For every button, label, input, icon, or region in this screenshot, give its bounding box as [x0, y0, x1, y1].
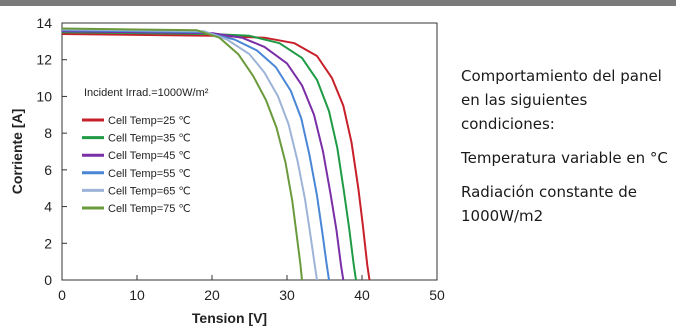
x-axis-ticks: 0 10 20 30 40 50: [58, 275, 445, 303]
y-tick-label: 6: [44, 162, 52, 178]
x-tick-label: 40: [354, 287, 370, 303]
plot-area-frame: [61, 22, 438, 281]
series-lines: [61, 27, 371, 281]
y-axis-title: Corriente [A]: [9, 109, 25, 195]
y-axis-ticks: 0 2 4 6 8 10 12 14: [36, 15, 67, 288]
legend-label: Cell Temp=65 ℃: [108, 185, 191, 197]
legend-label: Cell Temp=25 ℃: [108, 115, 191, 127]
description-irradiance: Radiación constante de 1000W/m2: [461, 180, 671, 228]
y-tick-label: 12: [36, 52, 52, 68]
description-intro: Comportamiento del panel en las siguient…: [461, 67, 662, 133]
irradiance-emphasis: Radiación constante: [461, 183, 614, 201]
legend: Incident Irrad.=1000W/m² Cell Temp=25 ℃ Ce…: [82, 87, 209, 215]
y-tick-label: 10: [36, 88, 52, 104]
top-border-bar: [0, 0, 676, 6]
description-temperature: Temperatura variable en °C: [461, 146, 671, 170]
temperature-rest: en °C: [621, 149, 668, 167]
side-description: Comportamiento del panel en las siguient…: [461, 64, 671, 238]
x-tick-label: 20: [204, 287, 220, 303]
y-tick-label: 4: [44, 199, 52, 215]
y-tick-label: 0: [44, 272, 52, 288]
temperature-emphasis: Temperatura variable: [461, 149, 622, 167]
legend-title: Incident Irrad.=1000W/m²: [84, 87, 209, 99]
x-tick-label: 50: [429, 287, 445, 303]
legend-label: Cell Temp=75 ℃: [108, 203, 191, 215]
series-line-3: [61, 29, 330, 281]
x-tick-label: 0: [58, 287, 66, 303]
y-tick-label: 2: [44, 235, 52, 251]
y-tick-label: 14: [36, 15, 52, 31]
x-axis-title: Tension [V]: [192, 310, 267, 326]
y-tick-label: 8: [44, 125, 52, 141]
x-tick-label: 10: [129, 287, 145, 303]
legend-label: Cell Temp=55 ℃: [108, 168, 191, 180]
series-line-5: [61, 27, 303, 281]
legend-label: Cell Temp=35 ℃: [108, 133, 191, 145]
x-tick-label: 30: [279, 287, 295, 303]
series-line-2: [61, 30, 345, 281]
series-line-1: [61, 31, 357, 281]
legend-label: Cell Temp=45 ℃: [108, 150, 191, 162]
series-line-4: [61, 28, 318, 281]
irradiance-rest: de 1000W/m2: [461, 183, 637, 225]
